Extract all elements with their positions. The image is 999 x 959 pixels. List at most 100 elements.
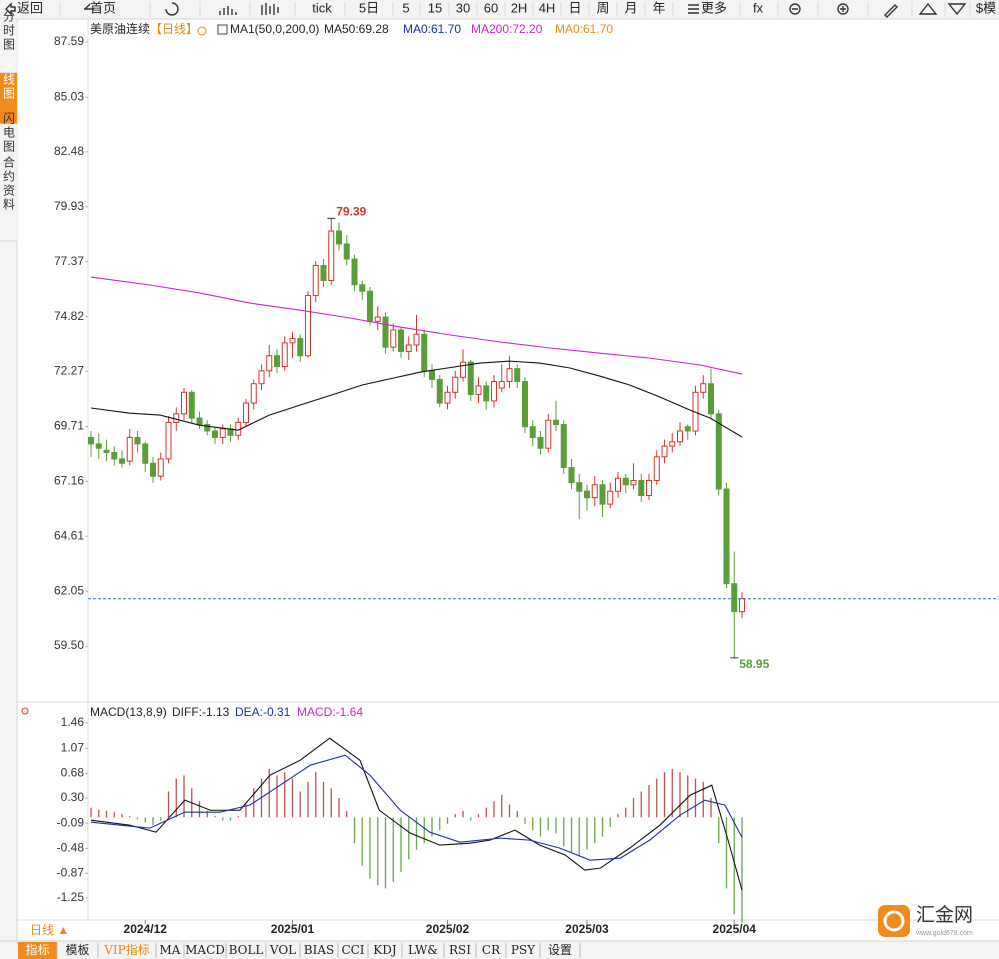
candle-body: [165, 421, 172, 460]
candle-body: [336, 230, 342, 245]
toolbar-button[interactable]: $模: [976, 0, 996, 15]
bottom-tab[interactable]: MA: [160, 943, 181, 957]
toolbar-button[interactable]: 返回: [17, 0, 43, 15]
y-tick-label: 85.03: [54, 89, 84, 103]
annotation-label: 79.39: [336, 205, 366, 219]
y-tick-label: 62.05: [54, 583, 84, 597]
candle-body: [289, 338, 296, 344]
bottom-tab[interactable]: BIAS: [304, 943, 334, 957]
toolbar-button[interactable]: 年: [652, 0, 665, 15]
logo-url: www.gold678.com: [915, 930, 973, 937]
y-tick-label: -0.48: [57, 841, 85, 855]
bottom-tab-active[interactable]: [18, 942, 57, 959]
x-tick-label: 2025/03: [565, 922, 609, 936]
candle-body: [219, 428, 226, 438]
toolbar-icon: [918, 2, 938, 15]
annotation-label: 58.95: [739, 657, 769, 671]
bottom-tab[interactable]: CR: [482, 943, 501, 957]
side-tab-label[interactable]: 分时图: [2, 10, 16, 52]
candle-body: [638, 479, 645, 497]
toolbar-button[interactable]: 2H: [511, 0, 528, 15]
candle-body: [475, 385, 482, 395]
x-tick-label: 2025/02: [426, 922, 470, 936]
bottom-tab[interactable]: VIP指标: [103, 942, 149, 957]
side-tab-label[interactable]: 闪电图: [2, 112, 16, 154]
bottom-tab[interactable]: LW&: [408, 943, 438, 957]
toolbar-button[interactable]: 周: [596, 0, 609, 15]
toolbar-button[interactable]: 更多: [701, 0, 727, 15]
legend-item: MA200:72.20: [471, 22, 543, 36]
candle-body: [646, 479, 652, 497]
bottom-tab[interactable]: PSY: [511, 943, 536, 957]
candle-body: [281, 342, 288, 368]
side-tab[interactable]: [0, 73, 17, 124]
indicator-line: [90, 276, 743, 375]
candle-body: [677, 430, 683, 443]
toolbar-icon: [688, 4, 699, 14]
bottom-tab[interactable]: BOLL: [229, 943, 264, 957]
toolbar-button[interactable]: 日: [568, 0, 581, 15]
bottom-tab[interactable]: 模板: [65, 943, 89, 957]
toolbar-button[interactable]: 月: [624, 0, 637, 15]
toolbar-button[interactable]: 5: [402, 0, 409, 15]
bottom-tab[interactable]: 指标: [25, 942, 49, 957]
side-tab-label[interactable]: K线图: [2, 63, 16, 101]
candle-body: [653, 456, 660, 481]
candle-body: [708, 383, 714, 415]
candle-body: [312, 264, 319, 297]
toolbar-button[interactable]: 15: [428, 0, 442, 15]
bottom-tab[interactable]: CCI: [341, 943, 364, 957]
indicator-line: [90, 754, 743, 861]
toolbar-icon: [884, 4, 898, 18]
settings-icon[interactable]: [21, 707, 29, 715]
y-tick-label: 79.93: [54, 199, 84, 213]
y-tick-label: 87.59: [54, 34, 84, 48]
candle-body: [266, 355, 273, 372]
toolbar-icon: [789, 3, 801, 15]
candle-body: [723, 488, 730, 585]
candle-body: [390, 329, 397, 348]
toolbar-button[interactable]: 30: [456, 0, 470, 15]
candle-body: [467, 361, 474, 395]
candle-body: [506, 368, 513, 383]
candle-body: [343, 243, 350, 260]
candle-body: [514, 368, 521, 383]
candle-body: [157, 458, 164, 477]
y-tick-label: 1.46: [61, 715, 85, 729]
side-tab[interactable]: [0, 22, 17, 73]
candle-body: [560, 424, 567, 469]
bottom-tab[interactable]: KDJ: [373, 943, 397, 957]
bottom-tab[interactable]: MACD: [185, 943, 225, 957]
toolbar-button[interactable]: 60: [484, 0, 498, 15]
candle-body: [111, 452, 118, 460]
indicator-line: [90, 360, 743, 438]
candle-body: [320, 264, 327, 281]
candle-body: [483, 385, 490, 402]
candle-body: [181, 391, 187, 415]
toolbar-button[interactable]: 4H: [539, 0, 556, 15]
legend-item: 【日线】: [150, 22, 198, 36]
side-tab[interactable]: [0, 124, 17, 175]
legend-item: MA0:61.70: [555, 22, 613, 36]
y-tick-label: 59.50: [54, 638, 84, 652]
side-tab-label[interactable]: 合约资料: [2, 155, 16, 212]
candle-body: [615, 477, 621, 492]
toolbar-button[interactable]: fx: [753, 0, 764, 15]
period-label[interactable]: 日线 ▲: [30, 923, 69, 937]
bottom-tab[interactable]: VOL: [269, 943, 296, 957]
bottom-tab[interactable]: 设置: [548, 943, 572, 957]
candle-body: [126, 436, 133, 462]
side-tab[interactable]: [0, 175, 17, 241]
toolbar-button[interactable]: 首页: [90, 0, 116, 15]
candle-body: [204, 424, 211, 432]
toolbar-button[interactable]: tick: [312, 0, 332, 15]
bottom-bar-bg: [0, 941, 999, 959]
candle-body: [715, 413, 722, 490]
candle-body: [173, 413, 180, 423]
bottom-tab[interactable]: RSI: [449, 943, 471, 957]
legend-item: MA1(50,0,200,0): [230, 22, 319, 36]
toolbar-button[interactable]: 5日: [359, 0, 379, 15]
candle-body: [188, 391, 195, 419]
y-tick-label: 0.68: [61, 766, 85, 780]
